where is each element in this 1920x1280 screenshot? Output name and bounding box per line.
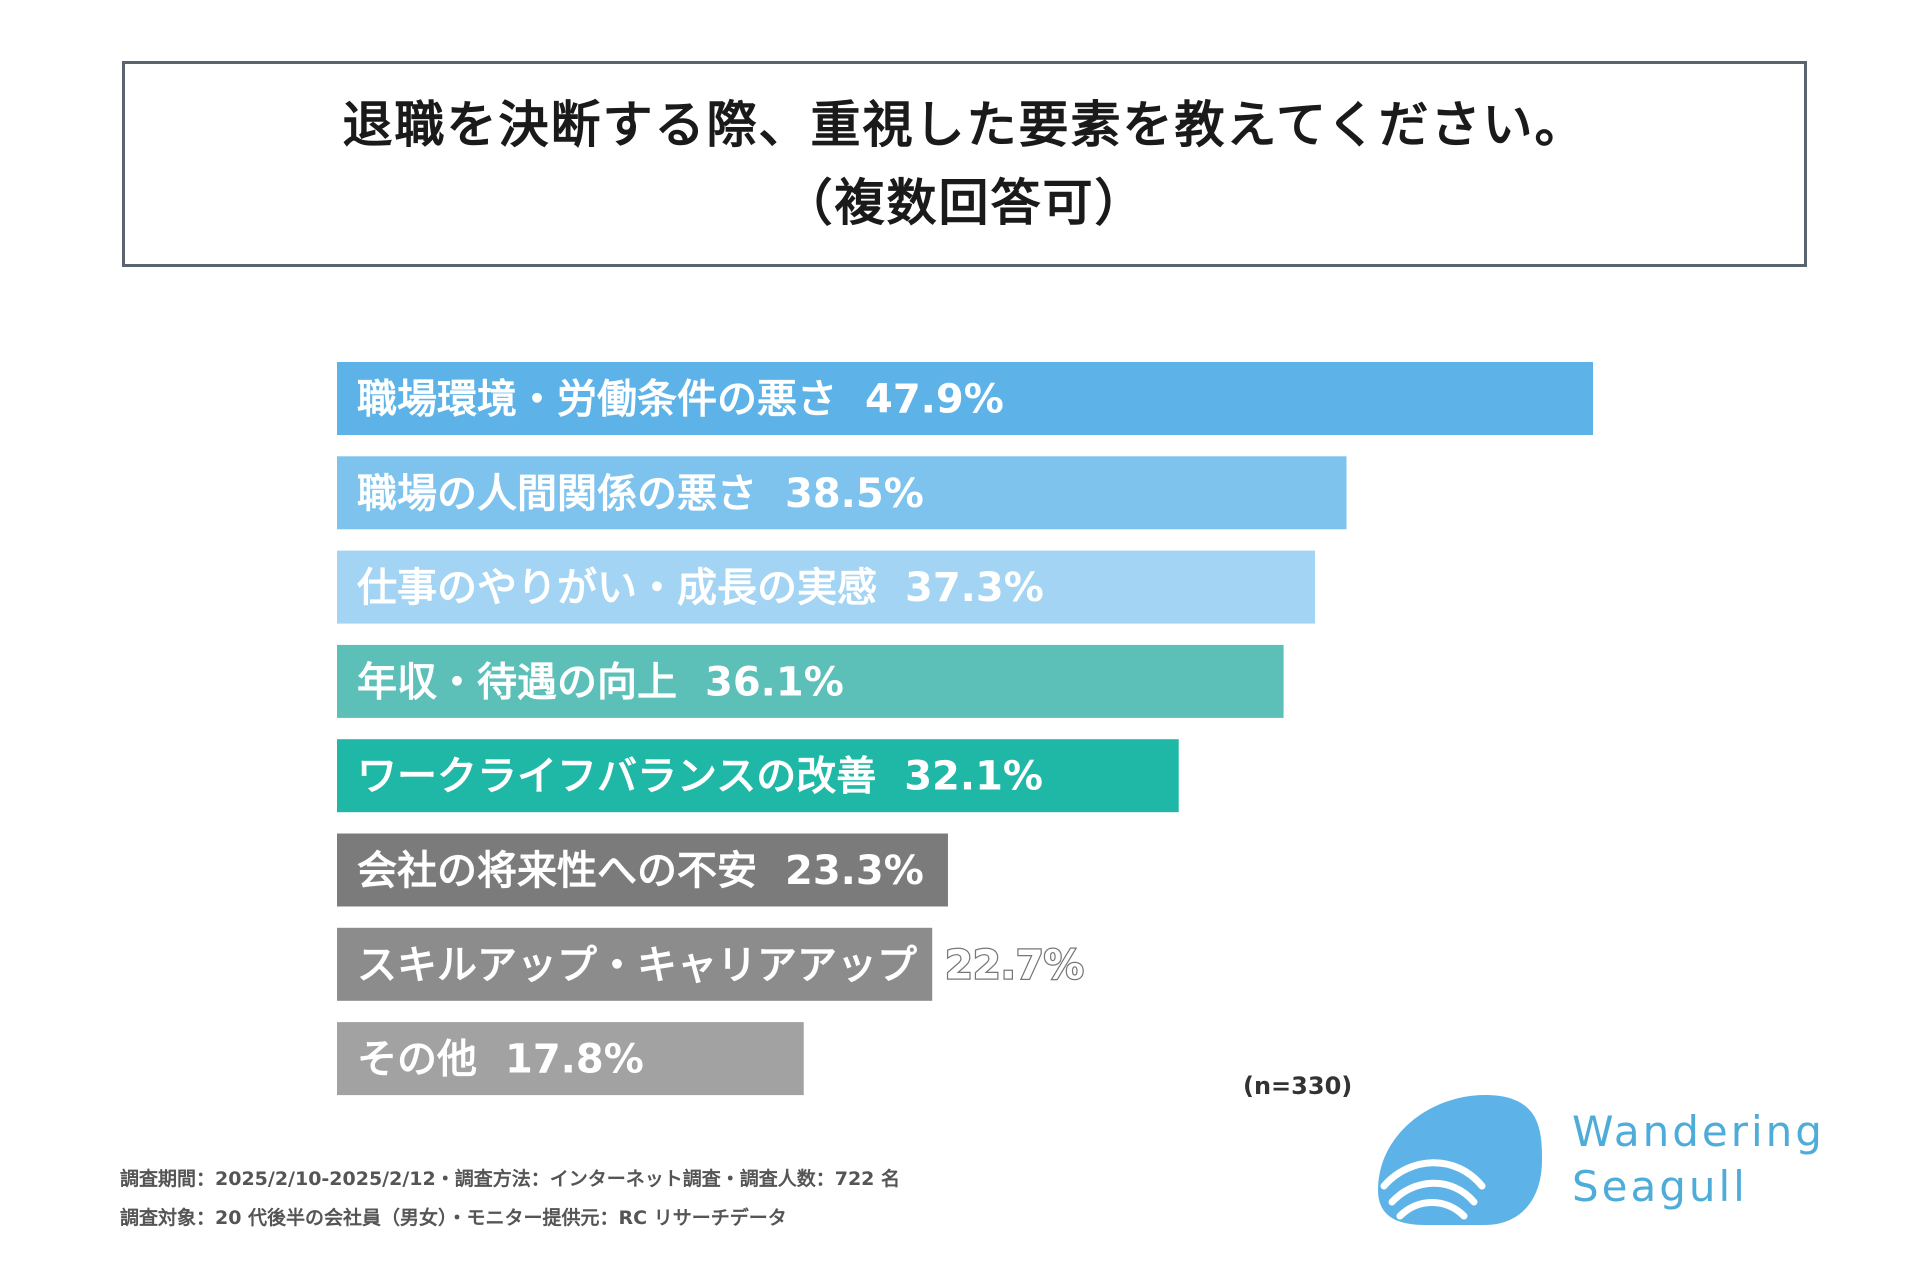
bar-category-label-2: 職場の人間関係の悪さ	[357, 471, 757, 517]
logo-wave-icon	[1378, 1095, 1542, 1225]
bar-value-label-2: 38.5%	[785, 471, 924, 517]
logo-text-wandering: Wandering	[1572, 1107, 1825, 1156]
bar-2	[337, 456, 1347, 530]
bar-value-label-8: 17.8%	[505, 1037, 644, 1083]
bar-category-label-7: スキルアップ・キャリアアップ	[357, 942, 917, 988]
bar-7	[337, 927, 933, 1001]
title-box: 退職を決断する際、重視した要素を教えてください。 （複数回答可）	[122, 61, 1807, 267]
bar-6	[337, 833, 948, 907]
chart-title-line1: 退職を決断する際、重視した要素を教えてください。	[342, 96, 1587, 154]
bar-category-label-5: ワークライフバランスの改善	[357, 754, 876, 800]
bar-category-label-6: 会社の将来性への不安	[357, 848, 757, 894]
bar-4	[337, 644, 1284, 718]
logo-text-seagull: Seagull	[1572, 1162, 1748, 1211]
bar-3	[337, 550, 1316, 624]
bar-5	[337, 739, 1179, 813]
survey-footnote-2: 調査対象：20 代後半の会社員（男女）・モニター提供元：RC リサーチデータ	[120, 1207, 787, 1229]
bar-value-label-5: 32.1%	[904, 754, 1043, 800]
bar-category-label-4: 年収・待遇の向上	[357, 659, 677, 705]
bar-8	[337, 1022, 804, 1096]
bar-category-label-3: 仕事のやりがい・成長の実感	[357, 565, 877, 611]
bar-value-label-3: 37.3%	[905, 565, 1044, 611]
bar-value-label-1: 47.9%	[865, 377, 1004, 423]
bar-value-label-4: 36.1%	[705, 659, 844, 705]
bar-value-label-7: 22.7%	[945, 942, 1084, 988]
bar-category-label-8: その他	[357, 1037, 477, 1083]
bar-category-label-1: 職場環境・労働条件の悪さ	[357, 377, 837, 423]
bar-1	[337, 362, 1593, 435]
sample-size-label: (n=330)	[1243, 1072, 1353, 1100]
survey-footnote-1: 調査期間：2025/2/10-2025/2/12・調査方法：インターネット調査・…	[120, 1168, 901, 1190]
wandering-seagull-logo	[1378, 1095, 1542, 1225]
bar-value-label-6: 23.3%	[785, 848, 924, 894]
chart-title-line2: （複数回答可）	[782, 174, 1147, 232]
